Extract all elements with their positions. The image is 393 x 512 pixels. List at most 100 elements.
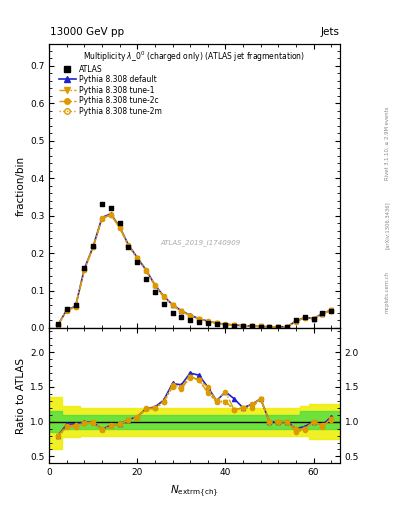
ATLAS [319,309,325,317]
Pythia 8.308 tune-2m [117,225,122,231]
ATLAS [143,275,149,283]
Pythia 8.308 tune-2m [302,315,307,321]
Pythia 8.308 tune-1 [64,308,69,314]
Line: Pythia 8.308 tune-1: Pythia 8.308 tune-1 [56,213,333,329]
Pythia 8.308 tune-2m [108,212,113,218]
Pythia 8.308 tune-1 [117,225,122,231]
ATLAS [187,316,193,325]
ATLAS [301,313,308,321]
Pythia 8.308 default [152,282,157,288]
Pythia 8.308 tune-2c [258,324,263,330]
ATLAS [72,302,79,310]
Pythia 8.308 tune-2c [73,304,78,310]
Pythia 8.308 tune-2m [162,294,166,300]
Pythia 8.308 tune-1 [329,307,334,313]
Pythia 8.308 tune-2c [294,318,298,324]
Pythia 8.308 tune-2c [311,315,316,322]
Legend: ATLAS, Pythia 8.308 default, Pythia 8.308 tune-1, Pythia 8.308 tune-2c, Pythia 8: ATLAS, Pythia 8.308 default, Pythia 8.30… [56,61,165,119]
Pythia 8.308 tune-1 [73,304,78,310]
Pythia 8.308 tune-1 [294,318,298,325]
Pythia 8.308 default [329,307,334,313]
Pythia 8.308 tune-1 [179,308,184,314]
Pythia 8.308 tune-2c [329,307,334,313]
Pythia 8.308 tune-2c [55,322,60,328]
Line: Pythia 8.308 tune-2c: Pythia 8.308 tune-2c [56,212,333,329]
Pythia 8.308 tune-2c [302,315,307,321]
Pythia 8.308 tune-2m [267,324,272,330]
Pythia 8.308 tune-2c [144,267,149,273]
Pythia 8.308 default [311,315,316,322]
Pythia 8.308 tune-1 [55,322,60,328]
ATLAS [240,322,246,330]
Pythia 8.308 tune-2m [258,324,263,330]
ATLAS [275,323,281,331]
Pythia 8.308 tune-1 [250,323,254,329]
Pythia 8.308 tune-2m [311,316,316,322]
Pythia 8.308 tune-2c [126,242,131,248]
Pythia 8.308 tune-1 [108,212,113,218]
Pythia 8.308 default [258,324,263,330]
ATLAS [222,321,228,329]
Pythia 8.308 default [320,311,325,317]
Pythia 8.308 tune-1 [152,283,157,289]
Pythia 8.308 default [241,323,245,329]
Text: Rivet 3.1.10, ≥ 2.9M events: Rivet 3.1.10, ≥ 2.9M events [385,106,390,180]
Pythia 8.308 default [73,303,78,309]
Y-axis label: fraction/bin: fraction/bin [16,156,26,216]
Pythia 8.308 tune-1 [206,318,210,325]
Pythia 8.308 tune-2m [276,324,281,330]
Pythia 8.308 default [126,242,131,248]
Text: Jets: Jets [320,27,339,37]
Text: ATLAS_2019_I1740909: ATLAS_2019_I1740909 [160,239,241,246]
Pythia 8.308 tune-2m [214,320,219,326]
Pythia 8.308 tune-1 [170,303,175,309]
Pythia 8.308 tune-2m [55,322,60,328]
Pythia 8.308 tune-2m [126,243,131,249]
Pythia 8.308 tune-2c [223,321,228,327]
Pythia 8.308 default [206,318,210,324]
ATLAS [257,323,264,331]
Pythia 8.308 tune-2m [232,322,237,328]
ATLAS [328,307,334,315]
Pythia 8.308 tune-2c [135,255,140,261]
Pythia 8.308 tune-2c [64,307,69,313]
Pythia 8.308 tune-2m [206,318,210,325]
Pythia 8.308 tune-2m [73,304,78,310]
ATLAS [310,314,317,323]
Text: [arXiv:1306.3436]: [arXiv:1306.3436] [385,201,390,249]
Pythia 8.308 tune-2c [276,324,281,330]
Pythia 8.308 tune-2c [214,320,219,326]
Pythia 8.308 tune-1 [223,322,228,328]
ATLAS [231,322,237,330]
Pythia 8.308 default [64,307,69,313]
Pythia 8.308 tune-1 [100,216,105,222]
ATLAS [161,300,167,308]
Pythia 8.308 tune-1 [241,323,245,329]
ATLAS [99,200,105,208]
X-axis label: $N_{\mathrm{extrm\{ch\}}}$: $N_{\mathrm{extrm\{ch\}}}$ [170,483,219,499]
Pythia 8.308 default [135,254,140,261]
Pythia 8.308 tune-1 [196,316,201,322]
Pythia 8.308 default [162,293,166,299]
Pythia 8.308 tune-2c [179,308,184,314]
Pythia 8.308 tune-2c [117,224,122,230]
Pythia 8.308 tune-2m [179,308,184,314]
ATLAS [90,242,96,250]
Pythia 8.308 default [250,323,254,329]
ATLAS [213,320,220,328]
Pythia 8.308 default [117,224,122,230]
ATLAS [64,305,70,313]
Pythia 8.308 tune-2m [223,322,228,328]
Pythia 8.308 default [223,321,228,327]
Line: Pythia 8.308 tune-2m: Pythia 8.308 tune-2m [56,213,333,329]
Pythia 8.308 default [276,324,281,330]
Pythia 8.308 tune-2m [241,323,245,329]
Pythia 8.308 tune-1 [267,324,272,330]
Pythia 8.308 default [267,324,272,330]
Pythia 8.308 tune-2c [108,211,113,218]
Pythia 8.308 default [196,315,201,322]
Pythia 8.308 tune-1 [276,324,281,330]
Pythia 8.308 tune-2m [144,268,149,274]
Pythia 8.308 tune-2m [152,283,157,289]
Pythia 8.308 tune-1 [311,315,316,322]
